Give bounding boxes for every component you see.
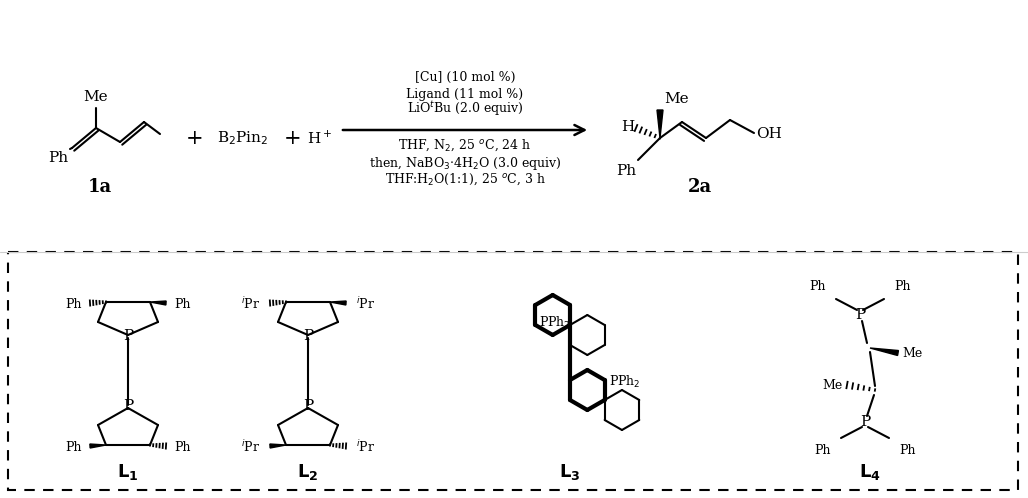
Text: [Cu] (10 mol %): [Cu] (10 mol %) bbox=[414, 71, 515, 84]
Text: Ph: Ph bbox=[174, 297, 190, 310]
Text: Ph: Ph bbox=[616, 164, 636, 178]
Text: Ph: Ph bbox=[809, 280, 827, 293]
Text: P: P bbox=[123, 329, 133, 343]
Text: P: P bbox=[859, 415, 870, 429]
Text: OH: OH bbox=[756, 127, 782, 141]
Text: $^i$Pr: $^i$Pr bbox=[356, 296, 375, 312]
Text: Ph: Ph bbox=[66, 297, 82, 310]
Polygon shape bbox=[150, 301, 167, 305]
Text: H$^+$: H$^+$ bbox=[307, 129, 333, 146]
Text: $\mathbf{L_1}$: $\mathbf{L_1}$ bbox=[117, 462, 139, 482]
Text: $\mathbf{L_4}$: $\mathbf{L_4}$ bbox=[859, 462, 881, 482]
Text: P: P bbox=[303, 399, 314, 413]
Text: Ph: Ph bbox=[894, 280, 911, 293]
Text: THF:H$_2$O(1:1), 25 $^o$C, 3 h: THF:H$_2$O(1:1), 25 $^o$C, 3 h bbox=[384, 172, 546, 187]
Text: +: + bbox=[186, 128, 204, 147]
Text: H: H bbox=[621, 120, 634, 134]
Text: Me: Me bbox=[902, 347, 922, 360]
Text: $\mathbf{L_2}$: $\mathbf{L_2}$ bbox=[297, 462, 319, 482]
Text: P: P bbox=[123, 399, 133, 413]
Text: Ph: Ph bbox=[174, 441, 190, 454]
Text: Ph: Ph bbox=[900, 444, 916, 457]
Text: $^i$Pr: $^i$Pr bbox=[241, 296, 260, 312]
Text: Me: Me bbox=[83, 90, 108, 104]
Polygon shape bbox=[270, 444, 286, 448]
Text: B$_2$Pin$_2$: B$_2$Pin$_2$ bbox=[217, 129, 268, 147]
Polygon shape bbox=[870, 348, 898, 356]
Text: +: + bbox=[284, 128, 302, 147]
Text: $^i$Pr: $^i$Pr bbox=[356, 439, 375, 455]
Text: PPh$_2$: PPh$_2$ bbox=[609, 374, 640, 390]
Text: LiO$^t$Bu (2.0 equiv): LiO$^t$Bu (2.0 equiv) bbox=[407, 100, 523, 118]
Text: 1a: 1a bbox=[88, 178, 112, 196]
Text: Ligand (11 mol %): Ligand (11 mol %) bbox=[406, 88, 523, 101]
Polygon shape bbox=[657, 110, 663, 138]
Text: Me: Me bbox=[664, 92, 689, 106]
Text: Ph: Ph bbox=[48, 151, 68, 165]
Text: $^i$Pr: $^i$Pr bbox=[241, 439, 260, 455]
Text: PPh$_2$: PPh$_2$ bbox=[540, 315, 571, 331]
Text: $\mathbf{L_3}$: $\mathbf{L_3}$ bbox=[559, 462, 581, 482]
Text: P: P bbox=[855, 308, 866, 322]
Text: 2a: 2a bbox=[688, 178, 712, 196]
Text: Me: Me bbox=[822, 378, 843, 391]
Text: Ph: Ph bbox=[66, 441, 82, 454]
Text: P: P bbox=[303, 329, 314, 343]
Text: THF, N$_2$, 25 $^o$C, 24 h: THF, N$_2$, 25 $^o$C, 24 h bbox=[398, 138, 531, 153]
Polygon shape bbox=[330, 301, 346, 305]
Text: then, NaBO$_3$$\cdot$4H$_2$O (3.0 equiv): then, NaBO$_3$$\cdot$4H$_2$O (3.0 equiv) bbox=[369, 155, 561, 172]
Text: Ph: Ph bbox=[814, 444, 831, 457]
Polygon shape bbox=[89, 444, 106, 448]
